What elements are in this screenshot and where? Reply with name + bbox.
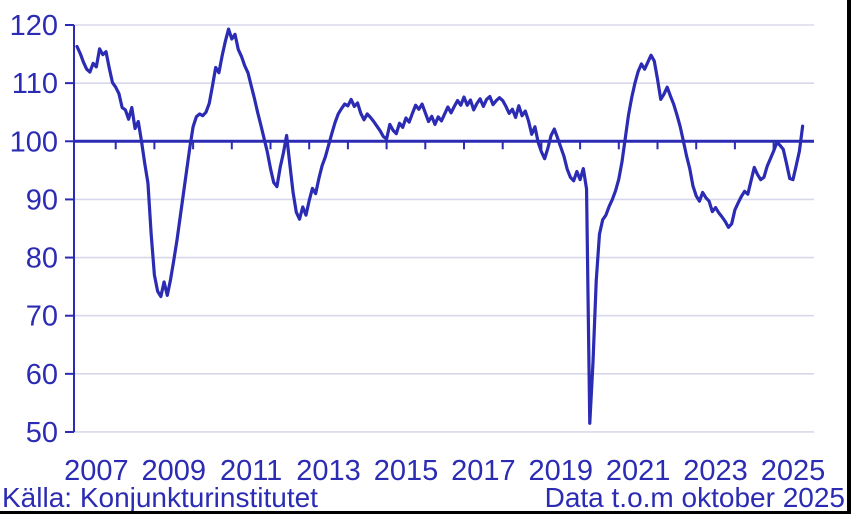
y-tick-label-50: 50: [26, 417, 58, 449]
axes: [65, 24, 775, 433]
x-year-label-2025: 2025: [761, 455, 826, 487]
y-tick-label-110: 110: [12, 68, 58, 100]
x-year-label-2021: 2021: [606, 455, 671, 487]
x-year-label-2011: 2011: [220, 455, 282, 487]
y-tick-label-80: 80: [26, 243, 58, 275]
data-series-line: [75, 27, 805, 425]
indicator-line: [75, 27, 805, 425]
gridlines: [74, 24, 814, 433]
x-year-label-2017: 2017: [451, 455, 516, 487]
y-tick-label-90: 90: [26, 184, 58, 216]
x-year-label-2023: 2023: [683, 455, 748, 487]
x-year-label-2013: 2013: [296, 455, 361, 487]
data-note-caption: Data t.o.m oktober 2025: [545, 482, 845, 513]
x-year-label-2019: 2019: [528, 455, 593, 487]
y-tick-label-100: 100: [10, 126, 58, 158]
right-border-line: [847, 0, 851, 514]
source-caption: Källa: Konjunkturinstitutet: [2, 482, 318, 513]
bottom-border-line: [0, 511, 851, 514]
x-year-label-2015: 2015: [374, 455, 439, 487]
x-year-label-2007: 2007: [64, 455, 129, 487]
y-tick-label-120: 120: [10, 10, 58, 42]
x-year-label-2009: 2009: [141, 455, 206, 487]
y-tick-label-70: 70: [26, 301, 58, 333]
y-tick-label-60: 60: [26, 359, 58, 391]
